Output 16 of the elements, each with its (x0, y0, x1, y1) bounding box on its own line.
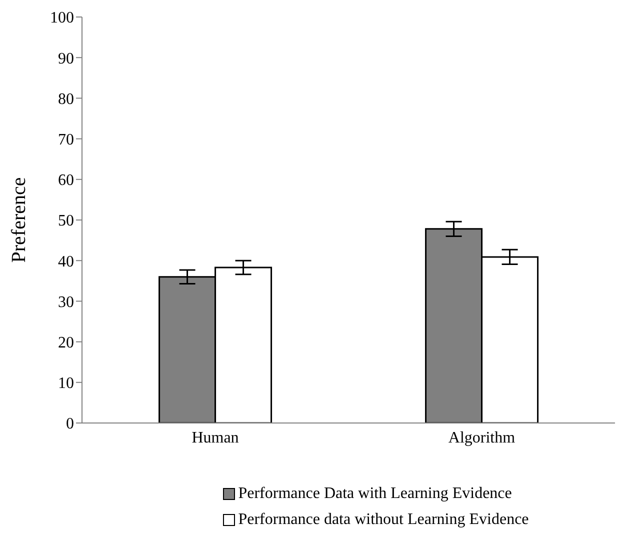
y-tick-label: 100 (50, 10, 74, 27)
y-tick-label: 60 (58, 172, 74, 190)
y-tick-label: 90 (58, 50, 74, 68)
y-tick-label: 50 (58, 212, 74, 230)
legend-label: Performance data without Learning Evidence (238, 511, 529, 529)
y-tick-label: 0 (66, 416, 74, 433)
y-tick-label: 80 (58, 90, 74, 108)
y-tick-label: 30 (58, 294, 74, 311)
x-tick-label: Algorithm (448, 429, 516, 446)
y-tick-label: 70 (58, 131, 74, 148)
y-tick-label: 10 (58, 375, 74, 392)
x-tick-label: Human (192, 429, 239, 446)
y-tick-label: 20 (58, 334, 74, 352)
y-axis-title: Preference (8, 177, 30, 263)
y-tick-label: 40 (58, 253, 74, 270)
legend-label: Performance Data with Learning Evidence (238, 485, 512, 503)
